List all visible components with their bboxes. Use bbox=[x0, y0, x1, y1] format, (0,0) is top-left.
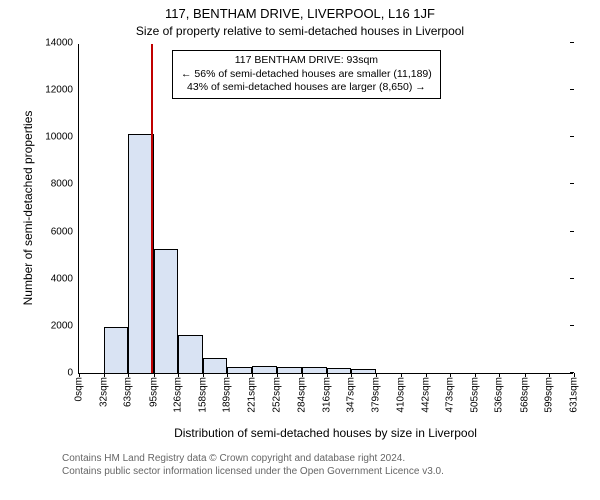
y-tick-label: 10000 bbox=[45, 132, 79, 143]
x-tick-mark bbox=[351, 373, 352, 377]
x-tick-label: 536sqm bbox=[494, 373, 505, 413]
footer-attribution: Contains HM Land Registry data © Crown c… bbox=[62, 452, 444, 478]
y-tick-label: 4000 bbox=[51, 273, 79, 284]
annotation-line-2: ← 56% of semi-detached houses are smalle… bbox=[181, 68, 432, 82]
x-tick-mark bbox=[252, 373, 253, 377]
y-tick-mark bbox=[570, 136, 574, 137]
chart-title-main: 117, BENTHAM DRIVE, LIVERPOOL, L16 1JF bbox=[0, 6, 600, 21]
y-tick-label: 6000 bbox=[51, 226, 79, 237]
reference-line bbox=[151, 44, 153, 373]
histogram-bar bbox=[128, 134, 153, 373]
x-tick-label: 599sqm bbox=[543, 373, 554, 413]
x-tick-label: 568sqm bbox=[519, 373, 530, 413]
footer-line-2: Contains public sector information licen… bbox=[62, 465, 444, 478]
y-tick-mark bbox=[570, 183, 574, 184]
y-tick-mark bbox=[570, 278, 574, 279]
x-tick-mark bbox=[450, 373, 451, 377]
x-tick-label: 316sqm bbox=[321, 373, 332, 413]
x-tick-label: 284sqm bbox=[296, 373, 307, 413]
histogram-bar bbox=[178, 335, 203, 373]
x-tick-label: 252sqm bbox=[271, 373, 282, 413]
x-tick-mark bbox=[302, 373, 303, 377]
histogram-bar bbox=[203, 358, 227, 373]
y-tick-label: 12000 bbox=[45, 85, 79, 96]
chart-title-sub: Size of property relative to semi-detach… bbox=[0, 24, 600, 38]
x-tick-mark bbox=[327, 373, 328, 377]
annotation-line-1: 117 BENTHAM DRIVE: 93sqm bbox=[181, 54, 432, 68]
histogram-bar bbox=[252, 366, 276, 373]
x-tick-mark bbox=[499, 373, 500, 377]
x-tick-label: 95sqm bbox=[148, 373, 159, 407]
x-tick-mark bbox=[277, 373, 278, 377]
x-tick-label: 473sqm bbox=[445, 373, 456, 413]
y-tick-mark bbox=[570, 89, 574, 90]
x-tick-mark bbox=[104, 373, 105, 377]
x-tick-mark bbox=[203, 373, 204, 377]
x-tick-mark bbox=[178, 373, 179, 377]
x-tick-label: 379sqm bbox=[371, 373, 382, 413]
x-tick-mark bbox=[227, 373, 228, 377]
y-tick-label: 8000 bbox=[51, 179, 79, 190]
x-tick-mark bbox=[401, 373, 402, 377]
x-tick-label: 410sqm bbox=[395, 373, 406, 413]
x-tick-label: 32sqm bbox=[99, 373, 110, 407]
histogram-bar bbox=[104, 327, 128, 373]
y-tick-label: 14000 bbox=[45, 38, 79, 49]
x-tick-label: 631sqm bbox=[569, 373, 580, 413]
x-tick-label: 347sqm bbox=[346, 373, 357, 413]
histogram-bar bbox=[154, 249, 178, 373]
y-tick-label: 2000 bbox=[51, 320, 79, 331]
footer-line-1: Contains HM Land Registry data © Crown c… bbox=[62, 452, 444, 465]
x-tick-label: 221sqm bbox=[247, 373, 258, 413]
chart-container: 117, BENTHAM DRIVE, LIVERPOOL, L16 1JF S… bbox=[0, 0, 600, 500]
y-tick-mark bbox=[570, 42, 574, 43]
x-tick-label: 189sqm bbox=[222, 373, 233, 413]
x-tick-label: 158sqm bbox=[197, 373, 208, 413]
x-tick-label: 442sqm bbox=[420, 373, 431, 413]
x-tick-mark bbox=[128, 373, 129, 377]
x-tick-mark bbox=[549, 373, 550, 377]
x-tick-label: 63sqm bbox=[123, 373, 134, 407]
x-tick-label: 0sqm bbox=[74, 373, 85, 401]
y-tick-mark bbox=[570, 231, 574, 232]
x-tick-mark bbox=[79, 373, 80, 377]
x-tick-mark bbox=[426, 373, 427, 377]
x-tick-label: 505sqm bbox=[470, 373, 481, 413]
y-axis-label: Number of semi-detached properties bbox=[21, 98, 35, 318]
x-tick-mark bbox=[574, 373, 575, 377]
x-tick-mark bbox=[475, 373, 476, 377]
annotation-box: 117 BENTHAM DRIVE: 93sqm ← 56% of semi-d… bbox=[172, 50, 441, 99]
x-axis-label: Distribution of semi-detached houses by … bbox=[78, 426, 573, 440]
x-tick-mark bbox=[525, 373, 526, 377]
x-tick-mark bbox=[154, 373, 155, 377]
x-tick-mark bbox=[376, 373, 377, 377]
y-tick-mark bbox=[570, 325, 574, 326]
annotation-line-3: 43% of semi-detached houses are larger (… bbox=[181, 81, 432, 95]
x-tick-label: 126sqm bbox=[172, 373, 183, 413]
